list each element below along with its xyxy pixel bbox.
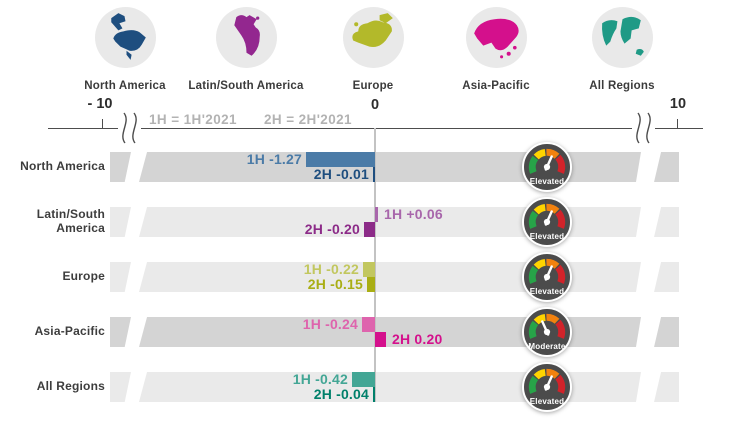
axis-line-middle [141,128,632,130]
value-label-2h: 2H -0.01 [313,166,369,182]
axis-zero-label: 0 [370,97,380,113]
gauge-status-label: Elevated [529,232,565,241]
region-name: North America [84,80,166,92]
row-north-america: North America 1H -1.27 2H -0.01 Elevated [0,142,750,192]
gauge-status-label: Elevated [529,177,565,186]
region-circle [342,7,404,68]
value-label-2h: 2H -0.04 [313,386,369,402]
row-label: Europe [62,269,105,284]
risk-gauge: Moderate [522,307,572,357]
region-name: Latin/South America [188,80,304,92]
bar-2h [364,222,375,237]
value-label-1h: 1H -1.27 [246,151,302,167]
gauge-dial-icon [528,203,566,229]
region-name: All Regions [589,80,655,92]
asia-pacific-map-icon [473,18,519,59]
world-map-icon [601,16,644,56]
risk-gauge: Elevated [522,142,572,192]
gauge-dial-icon [528,148,566,174]
region-header-asia-pacific: Asia-Pacific [434,0,558,92]
track-stub-left [110,317,131,347]
row-latin-south-america: Latin/South America 1H +0.06 2H -0.20 El… [0,197,750,247]
gauge-status-label: Moderate [528,342,566,351]
risk-gauge: Elevated [522,252,572,302]
bar-2h [373,167,375,182]
track-stub-left [110,262,131,292]
region-header-latin-south-america: Latin/South America [184,0,308,92]
row-all-regions: All Regions 1H -0.42 2H -0.04 Elevated [0,362,750,412]
value-label-1h: 1H -0.42 [292,371,348,387]
bar-1h [363,262,375,277]
bar-1h [362,317,375,332]
latin-south-america-map-icon [233,15,260,56]
axis-min-label: - 10 [87,96,113,112]
value-label-1h: 1H +0.06 [384,206,443,222]
value-label-2h: 2H -0.20 [304,221,360,237]
region-circle [591,7,653,68]
track-stub-left [110,207,131,237]
bar-2h [367,277,375,292]
value-label-2h: 2H -0.15 [307,276,363,292]
region-name: Asia-Pacific [462,80,530,92]
region-circle [94,7,156,68]
row-asia-pacific: Asia-Pacific 1H -0.24 2H 0.20 Moderate [0,307,750,357]
track-stub-right [654,372,679,402]
track-stub-right [654,317,679,347]
axis-line-right [655,128,703,130]
track-stub-left [110,372,131,402]
region-header-all-regions: All Regions [560,0,684,92]
gauge-dial-icon [528,368,566,394]
axis-tick-min [102,119,104,128]
value-label-1h: 1H -0.24 [302,316,358,332]
gauge-dial-icon [528,258,566,284]
axis-tick-max [677,119,679,128]
bar-2h [375,332,386,347]
region-header-europe: Europe [311,0,435,92]
region-header-north-america: North America [63,0,187,92]
row-label: Asia-Pacific [34,324,105,339]
track-stub-right [654,262,679,292]
row-label: Latin/South America [36,207,105,235]
row-label: North America [20,159,105,174]
bar-1h [306,152,375,167]
row-europe: Europe 1H -0.22 2H -0.15 Elevated [0,252,750,302]
legend-1h: 1H = 1H'2021 [149,112,237,127]
region-name: Europe [352,80,394,92]
gauge-status-label: Elevated [529,397,565,406]
region-circle [215,7,277,68]
risk-gauge: Elevated [522,362,572,412]
bar-1h [352,372,375,387]
bar-1h [375,207,378,222]
axis-line-left [48,128,118,130]
risk-gauge: Elevated [522,197,572,247]
bar-2h [373,387,375,402]
track-stub-right [654,152,679,182]
north-america-map-icon [110,13,146,60]
axis-break-right-icon [636,112,651,144]
region-circle [465,7,527,68]
track-stub-right [654,207,679,237]
axis-break-left-icon [122,112,137,144]
value-label-1h: 1H -0.22 [303,261,359,277]
europe-map-icon [351,13,393,48]
value-label-2h: 2H 0.20 [392,331,443,347]
gauge-dial-icon [528,313,566,339]
row-label: All Regions [36,379,105,394]
track-stub-left [110,152,131,182]
gauge-status-label: Elevated [529,287,565,296]
legend-2h: 2H = 2H'2021 [264,112,352,127]
axis-max-label: 10 [669,96,687,112]
